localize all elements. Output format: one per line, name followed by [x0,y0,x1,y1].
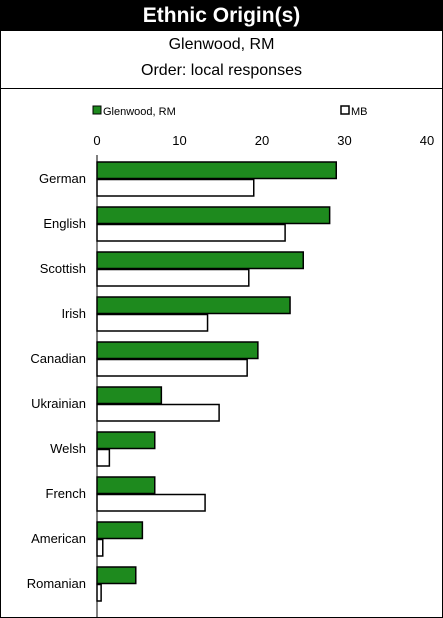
bar-mb [96,313,209,332]
bar-mb [96,403,220,422]
x-tick-label: 30 [337,133,351,148]
category-label: German [39,171,86,186]
bar-mb [96,583,102,602]
bar-local [96,251,304,270]
bar-local [96,521,144,540]
category-label: French [46,486,86,501]
legend-label-local: Glenwood, RM [103,106,176,118]
category-label: Welsh [50,441,86,456]
bar-local [96,386,163,405]
bar-local [96,476,156,495]
bar-local [96,431,156,450]
bar-mb [96,268,250,287]
bar-mb [96,358,248,377]
bar-local [96,566,137,585]
category-label: Canadian [30,351,86,366]
category-label: Irish [61,306,86,321]
bar-local [96,296,291,315]
bar-mb [96,178,255,197]
bar-local [96,206,331,225]
legend-label-mb: MB [351,106,368,118]
header-divider [1,88,442,89]
bar-mb [96,538,104,557]
x-tick-label: 40 [420,133,434,148]
legend-swatch-local [92,105,102,115]
bar-local [96,161,337,180]
bar-mb [96,448,111,467]
x-tick-label: 0 [93,133,100,148]
x-tick-label: 10 [172,133,186,148]
bar-mb [96,223,286,242]
legend-swatch-mb [340,105,350,115]
sort-order-label: Order: local responses [141,62,302,79]
bars [96,161,337,602]
bar-local [96,341,259,360]
chart-title: Ethnic Origin(s) [1,1,442,31]
bar-chart: Glenwood, RM MB 0 10 20 30 40 German English S… [27,105,434,617]
y-axis-labels: German English Scottish Irish Canadian Ukrain… [27,171,86,591]
category-label: American [31,531,86,546]
legend: Glenwood, RM MB [92,105,368,118]
category-label: English [43,216,86,231]
x-axis-ticks: 0 10 20 30 40 [93,133,434,148]
category-label: Ukrainian [31,396,86,411]
chart-subtitle: Glenwood, RM [168,36,275,53]
bar-mb [96,493,206,512]
x-tick-label: 20 [255,133,269,148]
category-label: Scottish [40,261,86,276]
category-label: Romanian [27,576,86,591]
